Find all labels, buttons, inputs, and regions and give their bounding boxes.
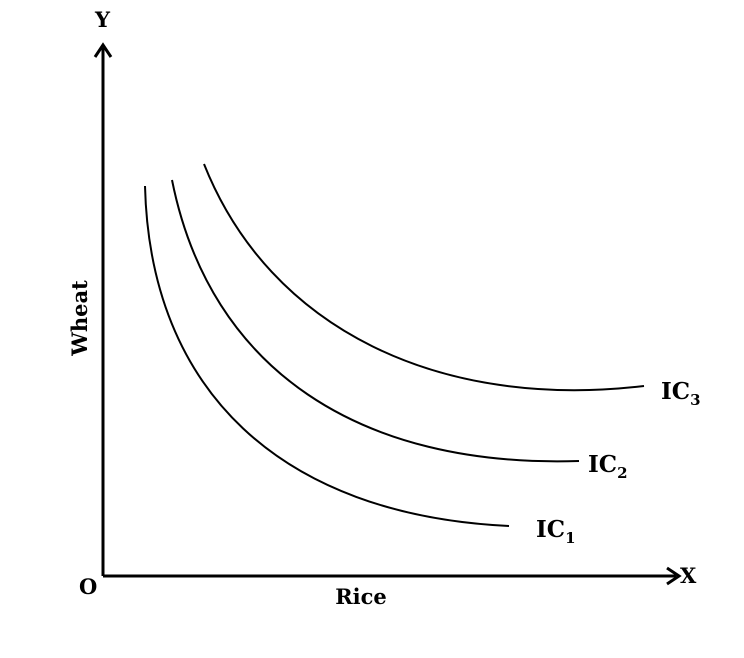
curve-label-ic2: IC2	[588, 451, 628, 482]
origin-label: O	[79, 574, 97, 599]
y-axis-letter: Y	[94, 7, 111, 32]
curve-label-ic3: IC3	[661, 378, 701, 409]
y-axis-arrowhead	[93, 42, 113, 58]
x-axis-letter: X	[680, 563, 697, 588]
indifference-curve-ic1	[144, 185, 510, 527]
curve-label-ic1: IC1	[536, 516, 576, 547]
indifference-curve-ic2	[171, 179, 580, 463]
x-axis-arrowhead	[666, 566, 682, 586]
x-axis-title: Rice	[335, 584, 387, 609]
y-axis-title: Wheat	[67, 280, 92, 357]
indifference-curve-ic3	[203, 163, 645, 392]
